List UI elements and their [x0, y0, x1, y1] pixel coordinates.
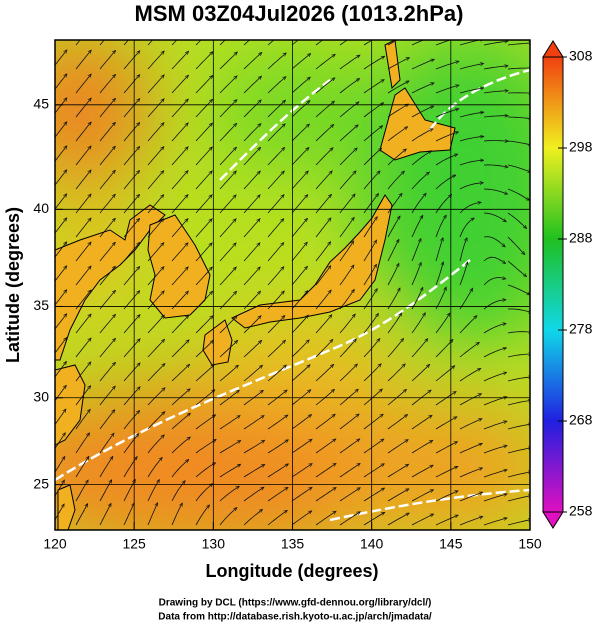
y-tick-label: 25	[33, 475, 49, 491]
x-tick-label: 125	[122, 536, 146, 552]
colorbar-bottom	[543, 512, 563, 528]
colorbar-top	[543, 41, 563, 57]
y-tick-label: 40	[33, 200, 49, 216]
x-tick-label: 130	[202, 536, 226, 552]
y-axis-label: Latitude (degrees)	[3, 207, 23, 363]
colorbar-tick-label: 288	[569, 230, 593, 246]
colorbar-tick-label: 278	[569, 321, 593, 337]
colorbar-tick-label: 268	[569, 412, 593, 428]
y-tick-label: 35	[33, 297, 49, 313]
colorbar-tick-label: 298	[569, 139, 593, 155]
footer-line: Data from http://database.rish.kyoto-u.a…	[158, 612, 432, 623]
x-axis-label: Longitude (degrees)	[205, 561, 378, 581]
x-tick-label: 140	[360, 536, 384, 552]
title: MSM 03Z04Jul2026 (1013.2hPa)	[135, 1, 464, 26]
x-tick-label: 150	[518, 536, 542, 552]
colorbar-tick-label: 308	[569, 48, 593, 64]
y-tick-label: 30	[33, 388, 49, 404]
colorbar-tick-label: 258	[569, 503, 593, 519]
colorbar-body	[543, 57, 563, 512]
colorbar: 258 268 278 288 298 308	[543, 41, 593, 528]
x-tick-label: 120	[43, 536, 67, 552]
footer-line: Drawing by DCL (https://www.gfd-dennou.o…	[159, 598, 432, 609]
y-tick-label: 45	[33, 96, 49, 112]
x-tick-label: 145	[439, 536, 463, 552]
x-tick-label: 135	[281, 536, 305, 552]
map-field	[0, 26, 580, 560]
